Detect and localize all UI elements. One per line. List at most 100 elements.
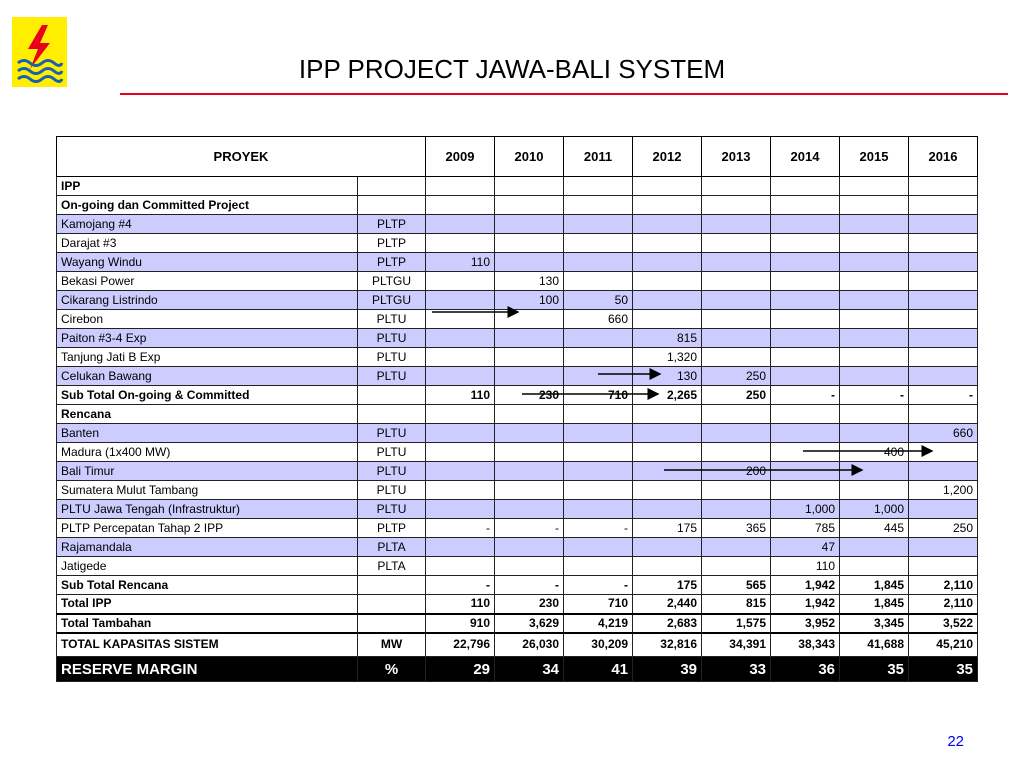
year-value <box>632 404 702 424</box>
year-value: 2,110 <box>908 575 978 595</box>
year-value: 45,210 <box>908 631 978 657</box>
project-name: Sub Total Rencana <box>56 575 358 595</box>
year-value <box>425 347 495 367</box>
year-header: 2012 <box>632 136 702 177</box>
year-value: 1,845 <box>839 594 909 614</box>
plant-type: PLTU <box>357 328 426 348</box>
year-value <box>494 442 564 462</box>
project-name: Cirebon <box>56 309 358 329</box>
year-value <box>494 309 564 329</box>
year-value <box>908 499 978 519</box>
year-value <box>839 423 909 443</box>
year-value <box>563 233 633 253</box>
year-value <box>770 176 840 196</box>
year-value: 660 <box>908 423 978 443</box>
year-value <box>770 404 840 424</box>
year-value <box>908 347 978 367</box>
pln-logo <box>12 17 67 87</box>
project-name: Sumatera Mulut Tambang <box>56 480 358 500</box>
year-value <box>770 461 840 481</box>
year-value: 34 <box>494 656 564 682</box>
year-value <box>908 366 978 386</box>
year-value <box>908 556 978 576</box>
year-value <box>770 252 840 272</box>
year-value <box>494 537 564 557</box>
year-value <box>632 442 702 462</box>
proyek-header: PROYEK <box>56 136 426 177</box>
year-value <box>632 423 702 443</box>
year-value: 1,320 <box>632 347 702 367</box>
year-value <box>425 423 495 443</box>
year-value <box>839 309 909 329</box>
year-value <box>632 176 702 196</box>
ipp-project-table: PROYEK 2009 2010 2011 2012 2013 2014 201… <box>56 136 978 682</box>
year-value <box>425 461 495 481</box>
year-value <box>563 176 633 196</box>
project-name: Jatigede <box>56 556 358 576</box>
year-value: 660 <box>563 309 633 329</box>
lightning-logo-icon <box>12 17 67 87</box>
year-header: 2014 <box>770 136 840 177</box>
year-value <box>908 290 978 310</box>
plant-type: PLTGU <box>357 271 426 291</box>
year-value: - <box>839 385 909 405</box>
year-value: 910 <box>425 612 495 633</box>
year-value: - <box>425 575 495 595</box>
year-value: 110 <box>425 252 495 272</box>
year-value <box>632 480 702 500</box>
year-value <box>425 195 495 215</box>
year-header: 2011 <box>563 136 633 177</box>
project-name: Sub Total On-going & Committed <box>56 385 358 405</box>
year-value: 365 <box>701 518 771 538</box>
year-value <box>494 233 564 253</box>
project-name: Celukan Bawang <box>56 366 358 386</box>
year-value: 4,219 <box>563 612 633 633</box>
year-value: 2,683 <box>632 612 702 633</box>
project-name: Cikarang Listrindo <box>56 290 358 310</box>
project-name: Madura (1x400 MW) <box>56 442 358 462</box>
table-row: PLTU Jawa Tengah (Infrastruktur) PLTU 1,00… <box>56 499 978 519</box>
year-value <box>425 499 495 519</box>
year-value <box>839 347 909 367</box>
year-value: 22,796 <box>425 631 495 657</box>
plant-type: PLTP <box>357 233 426 253</box>
plant-type: PLTA <box>357 537 426 557</box>
plant-type <box>357 575 426 595</box>
year-value <box>632 271 702 291</box>
year-value: 815 <box>632 328 702 348</box>
year-value <box>563 214 633 234</box>
year-value <box>425 480 495 500</box>
table-row: Rajamandala PLTA 47 <box>56 537 978 557</box>
table-row: Sub Total On-going & Committed 110 230 710 2… <box>56 385 978 405</box>
table-row: Kamojang #4 PLTP <box>56 214 978 234</box>
year-value: 50 <box>563 290 633 310</box>
year-value: - <box>908 385 978 405</box>
plant-type <box>357 385 426 405</box>
year-value <box>908 537 978 557</box>
year-value: 36 <box>770 656 840 682</box>
year-value <box>839 328 909 348</box>
year-value <box>770 366 840 386</box>
year-value <box>425 442 495 462</box>
year-value <box>770 309 840 329</box>
year-value: 3,952 <box>770 612 840 633</box>
table-row: Sumatera Mulut Tambang PLTU 1,200 <box>56 480 978 500</box>
year-header: 2015 <box>839 136 909 177</box>
project-name: IPP <box>56 176 358 196</box>
year-value <box>839 480 909 500</box>
year-value: 110 <box>770 556 840 576</box>
year-value <box>839 537 909 557</box>
plant-type: PLTP <box>357 214 426 234</box>
year-value: 34,391 <box>701 631 771 657</box>
table-row: Banten PLTU 660 <box>56 423 978 443</box>
project-name: PLTU Jawa Tengah (Infrastruktur) <box>56 499 358 519</box>
year-value: 130 <box>632 366 702 386</box>
year-value: - <box>494 575 564 595</box>
year-value <box>839 290 909 310</box>
year-value <box>701 176 771 196</box>
year-value <box>908 214 978 234</box>
year-value: - <box>770 385 840 405</box>
year-value <box>563 461 633 481</box>
year-value: 230 <box>494 385 564 405</box>
year-value <box>770 195 840 215</box>
